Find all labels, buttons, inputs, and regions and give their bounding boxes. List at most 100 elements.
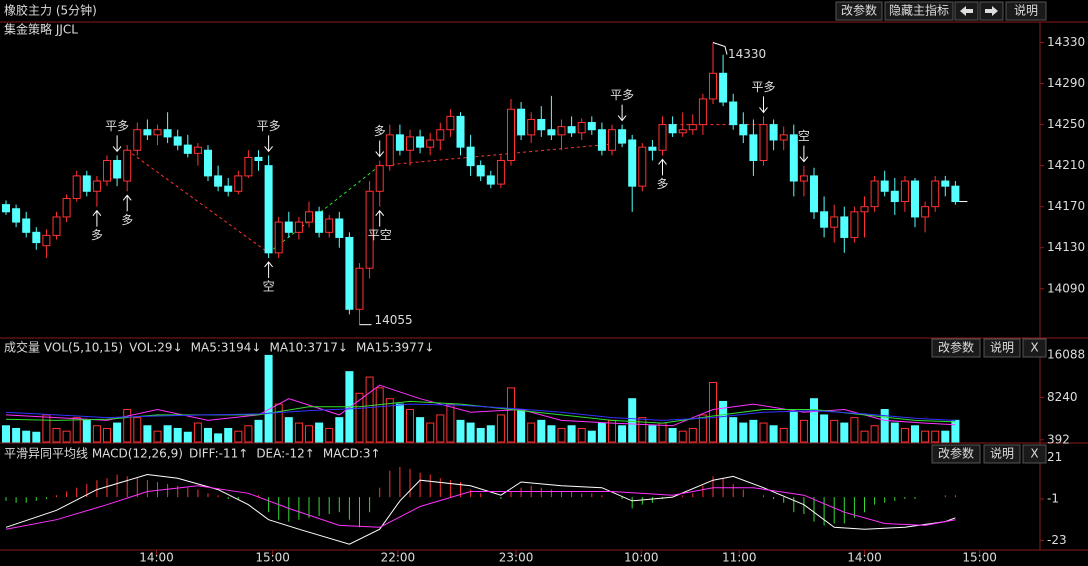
candle-body <box>567 126 576 134</box>
button-label[interactable]: X <box>1030 341 1038 355</box>
button-label[interactable]: 改参数 <box>938 340 974 355</box>
volume-bar <box>163 425 172 443</box>
y-tick-label: 14090 <box>1047 281 1085 295</box>
volume-bar <box>52 427 61 443</box>
volume-bar <box>719 400 728 443</box>
button-frame[interactable] <box>884 1 954 21</box>
candle-body <box>850 211 859 238</box>
candle-body <box>335 218 344 238</box>
candle-body <box>446 115 455 131</box>
candle-body <box>587 122 596 131</box>
legend-entry: VOL:29↓ <box>129 341 183 355</box>
signal-label: 多 <box>91 228 103 242</box>
signal-label: 平多 <box>610 88 634 102</box>
signal-label: 空 <box>263 279 275 293</box>
volume-bar <box>789 411 798 443</box>
volume-bar <box>315 422 324 443</box>
button-label[interactable]: 改参数 <box>841 3 877 18</box>
volume-bar <box>82 419 91 443</box>
button[interactable]: 说明 <box>983 338 1021 358</box>
button[interactable]: 改参数 <box>835 1 883 21</box>
candle-body <box>537 118 546 131</box>
volume-bar <box>931 430 940 443</box>
arrow-icon[interactable] <box>960 6 973 16</box>
candle-body <box>82 175 91 192</box>
arrow-icon[interactable] <box>985 6 998 16</box>
volume-bar <box>416 417 425 443</box>
candle-body <box>557 126 566 136</box>
candle-body <box>880 180 889 192</box>
button-frame[interactable] <box>1022 444 1047 464</box>
button-frame[interactable] <box>1022 338 1047 358</box>
candle-body <box>456 115 465 148</box>
candle-body <box>527 118 536 136</box>
button-label[interactable]: 说明 <box>1014 3 1038 18</box>
button[interactable]: X <box>1022 444 1047 464</box>
indicator-line <box>5 403 956 421</box>
volume-bar <box>42 414 51 443</box>
volume-bar <box>799 419 808 443</box>
button-frame[interactable] <box>931 338 981 358</box>
button-frame[interactable] <box>983 338 1021 358</box>
candle-body <box>678 129 687 134</box>
volume-bar <box>547 425 556 443</box>
volume-bar <box>951 419 960 443</box>
button-frame[interactable] <box>983 444 1021 464</box>
arrow-right-button[interactable] <box>979 1 1004 21</box>
volume-bar <box>224 427 233 443</box>
candle-body <box>284 221 293 233</box>
button[interactable]: 改参数 <box>931 444 981 464</box>
button-label[interactable]: 改参数 <box>938 446 974 461</box>
button[interactable]: 说明 <box>1005 1 1047 21</box>
candle-body <box>921 206 930 218</box>
volume-bar <box>466 422 475 443</box>
volume-bar <box>62 430 71 443</box>
volume-bar <box>385 398 394 443</box>
button-frame[interactable] <box>1005 1 1047 21</box>
arrow-left-button[interactable] <box>954 1 979 21</box>
candle-body <box>618 129 627 144</box>
button-frame[interactable] <box>835 1 883 21</box>
volume-bar <box>244 425 253 443</box>
candle-body <box>436 129 445 141</box>
candle-body <box>426 139 435 148</box>
volume-bar <box>749 419 758 443</box>
volume-bar <box>32 431 41 443</box>
candle-body <box>820 211 829 228</box>
button-frame[interactable] <box>931 444 981 464</box>
volume-bar <box>537 419 546 443</box>
candle-body <box>204 149 212 177</box>
button-label[interactable]: 隐藏主指标 <box>889 3 949 18</box>
button[interactable]: X <box>1022 338 1047 358</box>
volume-bar <box>173 427 182 443</box>
volume-bar <box>476 427 485 443</box>
y-tick-label: 8240 <box>1047 390 1078 404</box>
volume-bar <box>820 414 829 443</box>
button[interactable]: 改参数 <box>931 338 981 358</box>
volume-bar <box>496 414 505 443</box>
volume-bar <box>123 409 132 443</box>
volume-bar <box>446 403 455 443</box>
button-label[interactable]: 说明 <box>990 446 1014 461</box>
candle-body <box>183 144 192 154</box>
button-label[interactable]: 说明 <box>990 340 1014 355</box>
button[interactable]: 说明 <box>983 444 1021 464</box>
signal-arrow <box>799 145 809 163</box>
candle-body <box>597 129 606 151</box>
volume-bar <box>264 354 273 443</box>
button-label[interactable]: X <box>1030 447 1038 461</box>
volume-bar <box>486 425 495 443</box>
candle-body <box>759 124 768 162</box>
panel-title: 成交量 VOL(5,10,15) <box>4 340 123 355</box>
volume-bar <box>305 425 313 443</box>
volume-bar <box>183 431 192 443</box>
volume-bar <box>850 417 859 443</box>
candle-body <box>264 165 273 254</box>
volume-bar <box>890 422 899 443</box>
signal-arrow <box>112 135 122 153</box>
button[interactable]: 隐藏主指标 <box>884 1 954 21</box>
candle-body <box>900 180 909 203</box>
candle-body <box>658 124 667 151</box>
candle-body <box>244 156 253 177</box>
